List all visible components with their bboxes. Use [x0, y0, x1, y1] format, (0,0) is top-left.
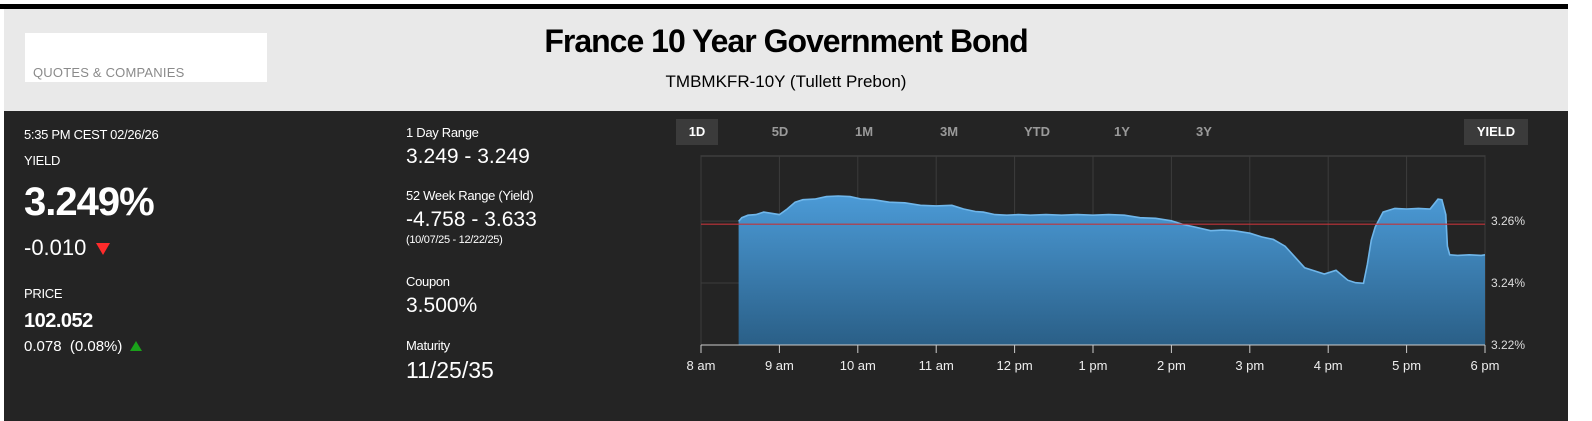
y-tick-label: 3.24%: [1491, 276, 1525, 290]
yield-value: 3.249%: [24, 180, 155, 224]
page-title: France 10 Year Government Bond: [544, 23, 1028, 59]
maturity-label: Maturity: [406, 338, 450, 353]
x-tick-label: 1 pm: [1079, 358, 1108, 373]
price-change-row: 0.078 (0.08%): [24, 338, 143, 355]
x-tick-label: 4 pm: [1314, 358, 1343, 373]
x-tick-label: 6 pm: [1471, 358, 1500, 373]
price-change: 0.078 (0.08%): [24, 338, 123, 355]
x-tick-label: 3 pm: [1235, 358, 1264, 373]
tab-1d[interactable]: 1D: [676, 119, 718, 145]
quote-panel: 5:35 PM CEST 02/26/26 YIELD 3.249% -0.01…: [4, 111, 1568, 421]
x-tick-label: 11 am: [919, 358, 954, 373]
tab-1y[interactable]: 1Y: [1114, 124, 1130, 139]
tab-3y[interactable]: 3Y: [1196, 124, 1212, 139]
yield-label: YIELD: [24, 153, 61, 168]
top-border: [0, 4, 1568, 9]
x-tick-label: 5 pm: [1392, 358, 1421, 373]
day-range-label: 1 Day Range: [406, 125, 479, 140]
tab-ytd[interactable]: YTD: [1024, 124, 1050, 139]
week52-dates: (10/07/25 - 12/22/25): [406, 234, 503, 246]
up-arrow-icon: [129, 341, 142, 351]
coupon-value: 3.500%: [406, 294, 478, 317]
tab-1m[interactable]: 1M: [854, 124, 874, 139]
x-tick-label: 10 am: [840, 358, 876, 373]
maturity-value: 11/25/35: [406, 357, 494, 383]
yield-mode-button[interactable]: YIELD: [1464, 119, 1528, 145]
price-value: 102.052: [24, 310, 93, 332]
x-tick-label: 8 am: [687, 358, 716, 373]
yield-line: [737, 195, 1486, 285]
ticker-subtitle: TMBMKFR-10Y (Tullett Prebon): [665, 72, 907, 91]
week52-value: -4.758 - 3.633: [406, 208, 537, 231]
x-tick-label: 12 pm: [997, 358, 1033, 373]
x-tick-label: 9 am: [765, 358, 794, 373]
x-tick-label: 2 pm: [1157, 358, 1186, 373]
quote-timestamp: 5:35 PM CEST 02/26/26: [24, 127, 159, 142]
yield-chart: 3.26% 3.24% 3.22% 8 am 9 am 10 am 11 am 12 pm 1 …: [687, 155, 1525, 373]
page-header: QUOTES & COMPANIES France 10 Year Govern…: [4, 9, 1568, 111]
yield-change-row: -0.010: [24, 235, 111, 261]
y-tick-label: 3.22%: [1491, 338, 1525, 352]
y-tick-label: 3.26%: [1491, 214, 1525, 228]
yield-change: -0.010: [24, 235, 87, 260]
down-arrow-icon: [95, 243, 110, 255]
day-range-value: 3.249 - 3.249: [406, 145, 530, 168]
week52-label: 52 Week Range (Yield): [406, 188, 534, 203]
coupon-label: Coupon: [406, 274, 450, 289]
yield-area: [738, 196, 1485, 345]
price-label: PRICE: [24, 286, 63, 301]
tab-5d[interactable]: 5D: [771, 124, 789, 139]
quotes-search-box[interactable]: QUOTES & COMPANIES: [25, 33, 267, 82]
quotes-search-label: QUOTES & COMPANIES: [33, 65, 185, 80]
tab-3m[interactable]: 3M: [939, 124, 959, 139]
